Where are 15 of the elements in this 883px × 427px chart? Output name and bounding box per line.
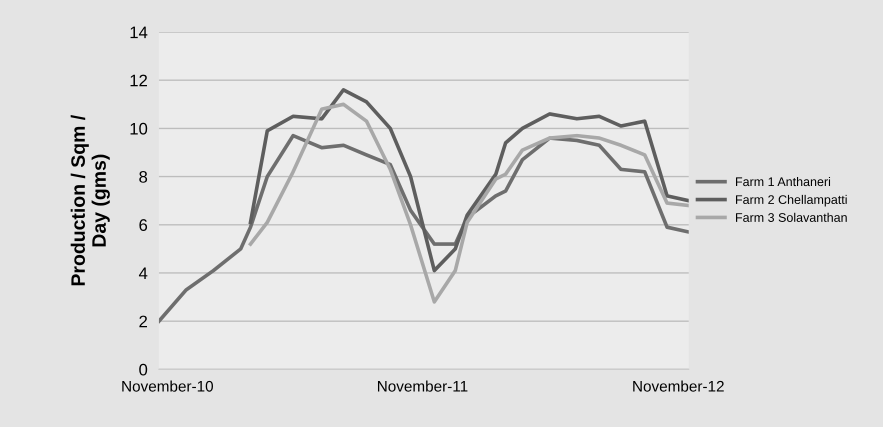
y-tick-label: 0 <box>139 364 148 376</box>
y-axis-title: Production / Sqm / Day (gms) <box>70 114 110 286</box>
y-tick-label: 2 <box>139 316 147 328</box>
y-tick-label: 4 <box>138 268 148 280</box>
y-tick-label: 8 <box>139 170 148 183</box>
x-tick-label: November-11 <box>378 380 468 392</box>
legend-label: Farm 1 Anthaneri <box>736 176 830 186</box>
x-tick-label: November-12 <box>633 380 724 392</box>
legend-label: Farm 2 Chellampatti <box>736 194 847 207</box>
y-tick-label: 10 <box>130 122 148 135</box>
y-tick-label: 14 <box>130 26 148 38</box>
legend-label: Farm 3 Solavanthan <box>736 212 847 222</box>
x-tick-label: November-10 <box>122 380 214 392</box>
y-tick-label: 12 <box>130 74 147 86</box>
y-tick-label: 6 <box>139 219 148 231</box>
